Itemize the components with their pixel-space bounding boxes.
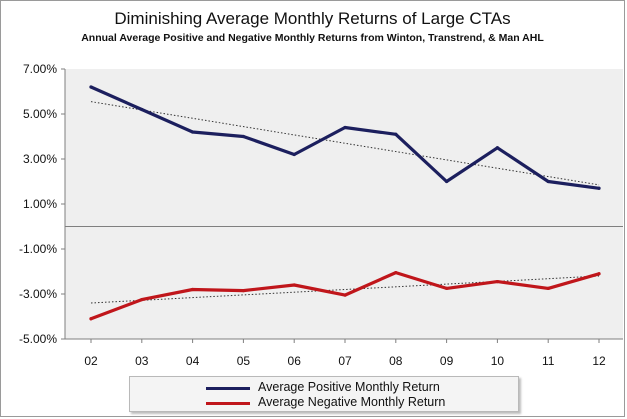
x-tick-labels: 02 03 04 05 06 07 08 09 10 11 12 (84, 354, 606, 368)
chart-subtitle: Annual Average Positive and Negative Mon… (81, 32, 544, 44)
y-tick-label: 1.00% (23, 197, 57, 211)
legend-swatch-negative (206, 402, 250, 405)
data-point-positive (394, 132, 398, 136)
trendline-negative (90, 275, 600, 304)
x-tick-label: 04 (186, 354, 200, 368)
x-tick-label: 03 (135, 354, 149, 368)
data-point-negative (445, 286, 449, 290)
data-point-positive (292, 152, 296, 157)
data-point-positive (597, 186, 601, 190)
x-tick-label: 02 (84, 354, 98, 368)
axes (61, 68, 623, 343)
x-tick-label: 08 (389, 354, 403, 368)
x-tick-label: 10 (491, 354, 505, 368)
data-point-positive (89, 85, 93, 89)
y-tick-label: 7.00% (23, 62, 57, 76)
data-point-negative (597, 272, 601, 276)
data-point-negative (241, 289, 245, 293)
x-tick-label: 11 (542, 354, 555, 368)
legend-label-positive: Average Positive Monthly Return (258, 380, 440, 394)
y-tick-labels: 7.00% 5.00% 3.00% 1.00% -1.00% -3.00% -5.00% (19, 62, 57, 346)
x-tick-label: 09 (440, 354, 454, 368)
data-point-negative (394, 271, 398, 275)
data-point-positive (495, 146, 499, 150)
y-tick-label: -5.00% (19, 332, 57, 346)
y-tick-label: -3.00% (19, 287, 57, 301)
x-tick-label: 05 (237, 354, 251, 368)
data-point-positive (140, 107, 144, 112)
y-tick-label: 5.00% (23, 107, 57, 121)
data-point-negative (89, 317, 93, 321)
data-point-negative (546, 286, 550, 290)
data-point-positive (343, 125, 347, 130)
chart-title: Diminishing Average Monthly Returns of L… (114, 9, 511, 28)
trendlines (90, 101, 600, 304)
y-tick-label: 3.00% (23, 152, 57, 166)
data-point-negative (140, 298, 144, 302)
data-point-positive (546, 179, 550, 184)
data-point-positive (241, 134, 245, 139)
series-lines (89, 85, 601, 321)
data-point-negative (191, 287, 195, 292)
legend: Average Positive Monthly Return Average … (129, 376, 519, 412)
data-point-negative (343, 293, 347, 297)
x-tick-label: 07 (338, 354, 352, 368)
data-point-positive (191, 130, 195, 134)
legend-label-negative: Average Negative Monthly Return (258, 395, 446, 409)
data-point-negative (495, 280, 499, 284)
data-point-negative (292, 283, 296, 287)
y-tick-label: -1.00% (19, 242, 57, 256)
x-tick-label: 12 (592, 354, 606, 368)
x-tick-label: 06 (288, 354, 302, 368)
data-point-positive (445, 179, 449, 184)
legend-swatch-positive (206, 387, 250, 390)
